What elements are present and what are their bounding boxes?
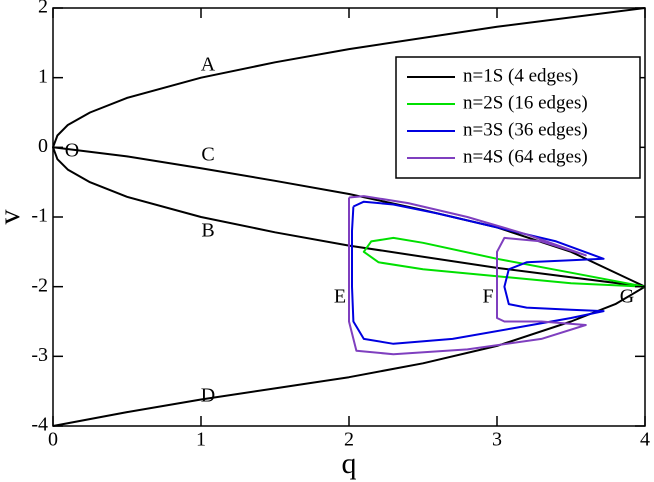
annotation: E (334, 286, 346, 308)
x-tick-label: 1 (196, 429, 206, 451)
x-tick-label: 2 (344, 429, 354, 451)
x-tick-label: 3 (492, 429, 502, 451)
y-tick-label: -1 (31, 205, 48, 227)
legend-label: n=2S (16 edges) (463, 92, 588, 113)
legend-label: n=1S (4 edges) (463, 65, 578, 86)
y-tick-label: 1 (38, 65, 48, 87)
y-tick-label: 0 (38, 135, 48, 157)
annotation: G (620, 286, 634, 308)
x-axis-label: q (342, 447, 357, 480)
x-tick-label: 4 (640, 429, 650, 451)
series-line (351, 200, 605, 345)
series-line (348, 195, 587, 356)
x-tick-label: 0 (48, 429, 58, 451)
y-axis-label: v (0, 210, 26, 225)
y-tick-label: -2 (31, 274, 48, 296)
legend-label: n=4S (64 edges) (463, 146, 588, 167)
y-tick-label: -4 (31, 414, 48, 436)
annotation: D (201, 385, 215, 407)
plot-area (52, 7, 646, 427)
legend-label: n=3S (36 edges) (463, 119, 588, 140)
annotation: O (65, 140, 79, 162)
annotation: C (201, 144, 214, 166)
series-line (362, 236, 646, 288)
y-tick-label: -3 (31, 344, 48, 366)
annotation: A (201, 54, 216, 76)
y-tick-label: 2 (38, 0, 48, 18)
legend: n=1S (4 edges) n=2S (16 edges) n=3S (36 ed… (395, 56, 641, 179)
annotation: F (482, 286, 493, 308)
annotation: B (201, 220, 214, 242)
